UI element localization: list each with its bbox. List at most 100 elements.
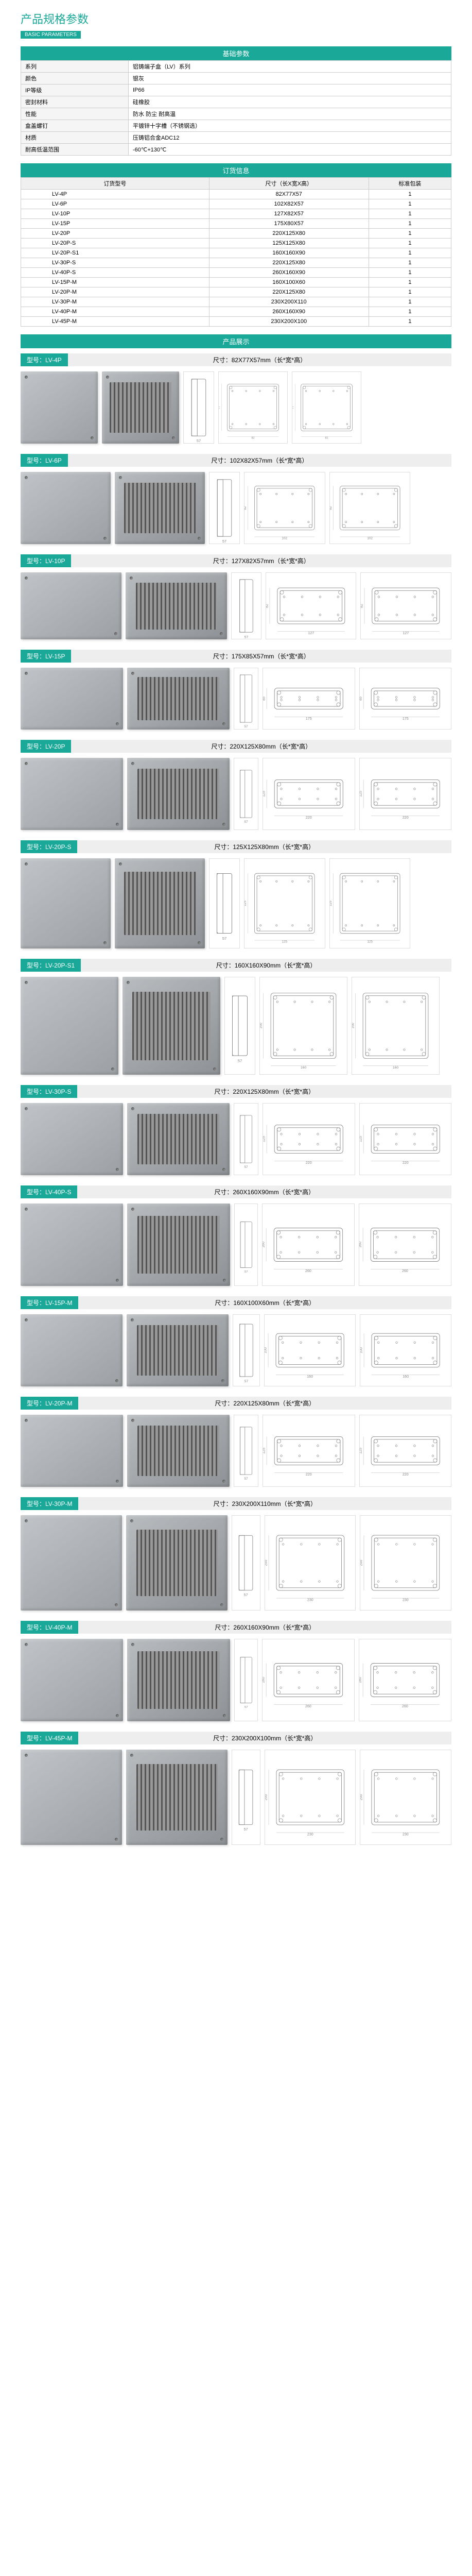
product-dim-label: 尺寸：160X100X60mm（长*宽*高） (78, 1296, 451, 1309)
product-photo-open (127, 1639, 230, 1721)
product-diagram-base: 220 125 (359, 1103, 451, 1175)
svg-text:160: 160 (352, 1023, 355, 1029)
svg-text:160: 160 (260, 1023, 263, 1029)
svg-text:82: 82 (252, 437, 255, 440)
product-item: 型号：LV-15P 尺寸：175X85X57mm（长*宽*高） 57 175 8… (21, 650, 451, 735)
basic-key: 密封材料 (21, 96, 129, 108)
basic-section-header: 基础参数 (21, 46, 451, 60)
order-model: LV-20P-M (21, 287, 209, 297)
product-photo-open (126, 1515, 228, 1611)
order-pack: 1 (369, 258, 451, 268)
product-diagram-side: 57 (234, 758, 258, 830)
svg-text:57: 57 (244, 1270, 248, 1274)
order-size: 220X125X80 (209, 287, 369, 297)
product-dim-label: 尺寸：127X82X57mm（长*宽*高） (71, 554, 451, 567)
product-photo-open (127, 668, 230, 730)
svg-text:200: 200 (265, 1560, 268, 1566)
product-dim-label: 尺寸：220X125X80mm（长*宽*高） (71, 740, 451, 753)
order-header: 标准包装 (369, 178, 451, 190)
svg-text:57: 57 (244, 725, 248, 728)
table-row: LV-6P102X82X571 (21, 199, 451, 209)
order-header: 尺寸（长X宽X高） (209, 178, 369, 190)
svg-text:125: 125 (330, 901, 333, 906)
svg-text:220: 220 (402, 1161, 408, 1165)
svg-text:220: 220 (306, 816, 312, 820)
product-diagram-side: 57 (234, 668, 258, 730)
svg-text:57: 57 (238, 1059, 242, 1063)
order-model: LV-30P-M (21, 297, 209, 307)
order-model: LV-20P (21, 229, 209, 239)
basic-val: 银灰 (129, 73, 451, 84)
basic-key: 耐高低温范围 (21, 144, 129, 156)
basic-val: -60℃+130℃ (129, 144, 451, 156)
order-size: 230X200X100 (209, 317, 369, 327)
basic-val: 铝铸端子盒（LV）系列 (129, 61, 451, 73)
svg-text:125: 125 (263, 1448, 266, 1454)
product-diagram-side: 57 (232, 1515, 260, 1611)
order-model: LV-40P-S (21, 268, 209, 278)
product-diagram-side: 57 (231, 572, 261, 639)
product-diagram-base: 260 160 (359, 1204, 451, 1286)
svg-text:260: 260 (305, 1269, 311, 1273)
svg-text:57: 57 (222, 936, 227, 941)
product-diagram-base: 175 85 (359, 668, 451, 730)
svg-text:125: 125 (360, 1448, 363, 1454)
order-model: LV-6P (21, 199, 209, 209)
product-dim-label: 尺寸：160X160X90mm（长*宽*高） (81, 959, 451, 972)
svg-text:125: 125 (263, 1136, 266, 1142)
svg-text:57: 57 (244, 1827, 248, 1832)
svg-text:230: 230 (403, 1598, 409, 1602)
product-diagram-base: 220 125 (359, 758, 451, 830)
table-row: LV-20P220X125X801 (21, 229, 451, 239)
product-diagram-top: 260 160 (262, 1204, 355, 1286)
product-photo-closed (21, 1515, 122, 1611)
product-photo-open (127, 758, 230, 830)
product-diagram-base: 127 82 (360, 572, 451, 639)
svg-text:230: 230 (307, 1598, 313, 1602)
basic-val: 压铸铝合金ADC12 (129, 132, 451, 144)
product-photo-open (126, 1750, 228, 1845)
order-pack: 1 (369, 209, 451, 219)
product-dim-label: 尺寸：260X160X90mm（长*宽*高） (78, 1621, 451, 1634)
product-model-label: 型号：LV-45P-M (21, 1732, 78, 1744)
order-size: 160X160X90 (209, 248, 369, 258)
product-photo-closed (21, 668, 123, 730)
product-photo-closed (21, 858, 111, 948)
order-size: 260X160X90 (209, 307, 369, 317)
product-diagram-base: 220 125 (359, 1415, 451, 1487)
table-row: LV-20P-S125X125X801 (21, 239, 451, 248)
product-item: 型号：LV-20P-M 尺寸：220X125X80mm（长*宽*高） 57 22… (21, 1397, 451, 1492)
basic-key: 系列 (21, 61, 129, 73)
order-pack: 1 (369, 199, 451, 209)
order-size: 175X80X57 (209, 219, 369, 229)
svg-text:57: 57 (244, 1380, 248, 1383)
table-row: LV-15P-M160X100X601 (21, 278, 451, 287)
order-pack: 1 (369, 297, 451, 307)
svg-text:220: 220 (402, 816, 408, 820)
svg-text:220: 220 (306, 1161, 312, 1165)
product-model-label: 型号：LV-30P-S (21, 1085, 77, 1098)
product-dim-label: 尺寸：260X160X90mm（长*宽*高） (77, 1185, 451, 1198)
table-row: LV-15P175X80X571 (21, 219, 451, 229)
basic-key: 性能 (21, 108, 129, 120)
product-photo-open (127, 1415, 230, 1487)
svg-text:160: 160 (263, 1677, 266, 1683)
svg-text:57: 57 (244, 1477, 248, 1481)
product-dim-label: 尺寸：82X77X57mm（长*宽*高） (68, 353, 451, 366)
product-diagram-side: 57 (224, 977, 255, 1075)
product-item: 型号：LV-6P 尺寸：102X82X57mm（长*宽*高） 57 102 82… (21, 454, 451, 549)
table-row: LV-45P-M230X200X1001 (21, 317, 451, 327)
basic-key: 颜色 (21, 73, 129, 84)
product-diagram-top: 160 100 (264, 1314, 356, 1386)
product-diagram-top: 220 125 (263, 1103, 355, 1175)
product-diagram-side: 57 (234, 1415, 258, 1487)
product-model-label: 型号：LV-20P-S1 (21, 959, 81, 972)
svg-text:82: 82 (325, 437, 328, 440)
svg-text:260: 260 (402, 1269, 408, 1273)
product-diagram-side: 57 (234, 1103, 258, 1175)
table-row: LV-4P82X77X571 (21, 190, 451, 199)
product-diagram-base: 160 100 (360, 1314, 451, 1386)
product-model-label: 型号：LV-20P-S (21, 840, 77, 853)
page-title: 产品规格参数 (0, 0, 472, 29)
product-photo-closed (21, 1639, 123, 1721)
